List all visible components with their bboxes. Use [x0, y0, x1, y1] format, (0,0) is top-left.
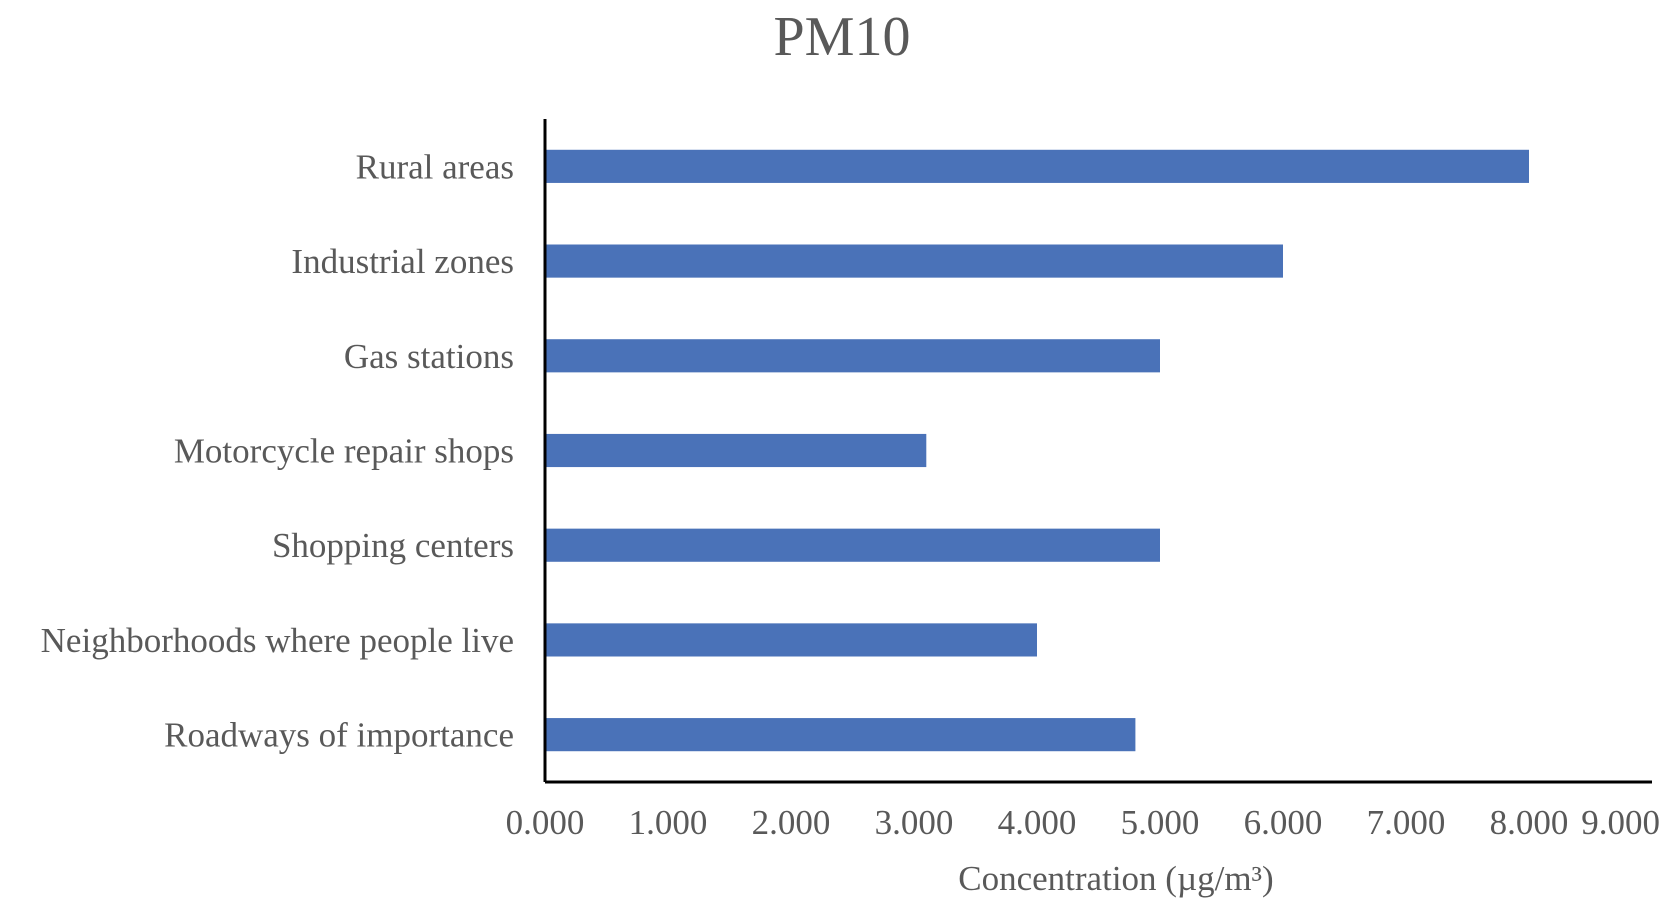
x-tick-label: 6.000	[1244, 803, 1323, 842]
bar	[546, 433, 927, 468]
x-tick-label: 5.000	[1121, 803, 1200, 842]
category-label: Gas stations	[344, 337, 514, 376]
category-label: Motorcycle repair shops	[174, 432, 514, 471]
bar	[546, 623, 1037, 657]
x-tick-label: 8.000	[1490, 803, 1569, 842]
x-tick-label: 1.000	[629, 803, 708, 842]
bar	[546, 244, 1283, 278]
category-label: Neighborhoods where people live	[41, 621, 514, 660]
category-label: Industrial zones	[291, 242, 514, 281]
bar	[546, 149, 1529, 183]
category-labels-group: Rural areas Industrial zones Gas stations M…	[41, 147, 514, 754]
category-label: Rural areas	[356, 147, 514, 186]
x-tick-label: 9.000	[1581, 803, 1660, 842]
x-tick-labels-group: 0.000 1.000 2.000 3.000 4.000 5.000 6.000 7.000…	[506, 803, 1660, 842]
x-axis-title: Concentration (µg/m³)	[958, 859, 1273, 898]
bars-group	[546, 149, 1529, 752]
bar	[546, 528, 1160, 562]
bar	[546, 339, 1160, 373]
bar	[546, 718, 1136, 752]
x-tick-label: 0.000	[506, 803, 585, 842]
x-tick-label: 2.000	[752, 803, 831, 842]
category-label: Shopping centers	[272, 526, 514, 565]
x-tick-label: 7.000	[1367, 803, 1446, 842]
x-tick-label: 3.000	[875, 803, 954, 842]
category-label: Roadways of importance	[164, 716, 514, 755]
x-tick-label: 4.000	[998, 803, 1077, 842]
chart-title: PM10	[774, 6, 911, 68]
